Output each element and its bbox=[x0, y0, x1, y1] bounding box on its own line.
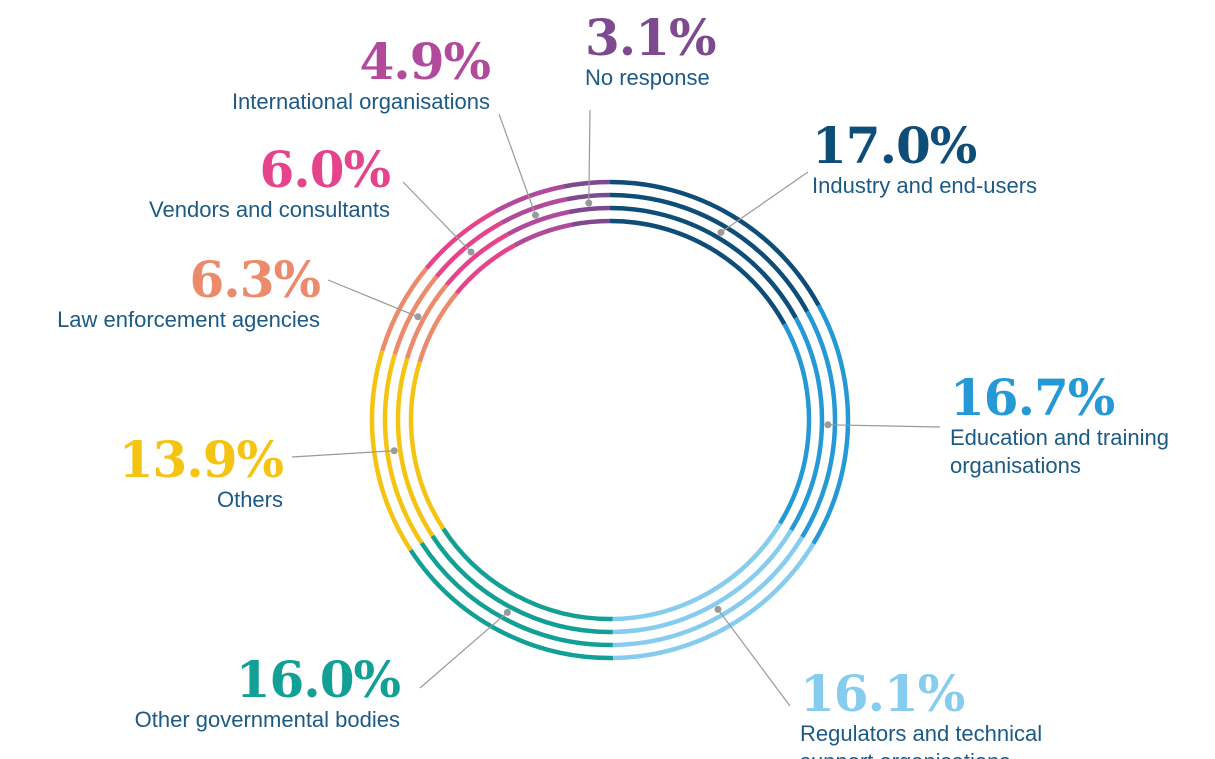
value-label: 13.9% bbox=[118, 430, 284, 489]
category-label: Others bbox=[216, 487, 283, 512]
value-label: 16.0% bbox=[235, 650, 401, 709]
ring-segment bbox=[405, 283, 449, 359]
segment-label: 6.0% Vendors and consultants bbox=[70, 140, 392, 224]
ring-segment bbox=[566, 192, 611, 202]
leader-dot bbox=[824, 421, 832, 429]
value-label: 6.0% bbox=[259, 140, 392, 199]
ring-segment bbox=[395, 357, 435, 538]
ring-segment bbox=[612, 535, 805, 648]
ring-segment bbox=[430, 534, 613, 635]
value-label: 17.0% bbox=[812, 116, 977, 175]
value-label: 4.9% bbox=[359, 32, 492, 91]
segment-label: 16.7% Education and training organisation… bbox=[950, 372, 1215, 480]
ring-segment bbox=[408, 548, 614, 661]
segment-label: 3.1% No response bbox=[585, 12, 785, 92]
category-label: Education and training organisations bbox=[950, 425, 1169, 478]
category-label: Regulators and technical support organis… bbox=[800, 721, 1043, 759]
leader-dot bbox=[714, 605, 722, 613]
ring-segment bbox=[789, 316, 825, 532]
ring-segment bbox=[609, 192, 810, 313]
ring-segment bbox=[609, 218, 787, 326]
leader-dot bbox=[467, 248, 475, 256]
value-label: 3.1% bbox=[585, 8, 717, 67]
leader-line bbox=[419, 611, 508, 689]
segment-label: 4.9% International organisations bbox=[160, 32, 492, 116]
ring-segment bbox=[513, 222, 572, 248]
ring-segment bbox=[568, 205, 611, 215]
value-label: 16.1% bbox=[800, 664, 965, 723]
ring-segment bbox=[609, 205, 798, 319]
category-label: Other governmental bodies bbox=[134, 707, 400, 732]
leader-line bbox=[291, 450, 395, 458]
leader-line bbox=[720, 171, 809, 233]
ring-segment bbox=[424, 209, 497, 270]
ring-segment bbox=[506, 209, 570, 237]
leader-dot bbox=[532, 211, 540, 219]
leader-line bbox=[327, 279, 419, 318]
leader-dot bbox=[503, 608, 511, 616]
ring-segment bbox=[417, 291, 459, 363]
ring-segment bbox=[454, 243, 516, 295]
value-label: 16.7% bbox=[950, 368, 1115, 427]
segment-label: 6.3% Law enforcement agencies bbox=[0, 250, 322, 334]
category-label: Law enforcement agencies bbox=[57, 307, 320, 332]
ring-segment bbox=[612, 529, 794, 635]
leader-dot bbox=[585, 199, 593, 207]
ring-segment bbox=[392, 275, 439, 356]
ring-segment bbox=[612, 522, 782, 622]
leader-line bbox=[827, 424, 941, 428]
value-label: 6.3% bbox=[189, 250, 322, 309]
ring-segment bbox=[778, 323, 812, 525]
segment-label: 16.0% Other governmental bodies bbox=[40, 650, 401, 734]
ring-segment bbox=[419, 541, 613, 648]
leader-line bbox=[402, 181, 472, 253]
ring-segment bbox=[369, 350, 413, 552]
ring-segment bbox=[563, 179, 611, 189]
leader-line bbox=[498, 113, 537, 216]
category-label: International organisations bbox=[231, 89, 490, 114]
category-label: Industry and end-users bbox=[812, 173, 1038, 198]
segment-label: 17.0% Industry and end-users bbox=[812, 120, 1132, 200]
ring-segment bbox=[571, 218, 611, 227]
ring-segment bbox=[444, 232, 509, 287]
segment-label: 13.9% Others bbox=[83, 430, 284, 514]
leader-line bbox=[717, 609, 791, 707]
leader-dot bbox=[717, 228, 725, 236]
ring-segment bbox=[380, 266, 429, 352]
ring-segment bbox=[408, 361, 446, 530]
category-label: Vendors and consultants bbox=[149, 197, 390, 222]
ring-segment bbox=[609, 179, 821, 307]
category-label: No response bbox=[585, 65, 710, 90]
ring-segment bbox=[441, 527, 613, 622]
leader-line bbox=[588, 109, 591, 204]
ring-segment bbox=[612, 542, 816, 661]
leader-dot bbox=[390, 447, 398, 455]
leader-dot bbox=[414, 313, 422, 321]
segment-label: 16.1%Regulators and technical support or… bbox=[800, 668, 1100, 759]
